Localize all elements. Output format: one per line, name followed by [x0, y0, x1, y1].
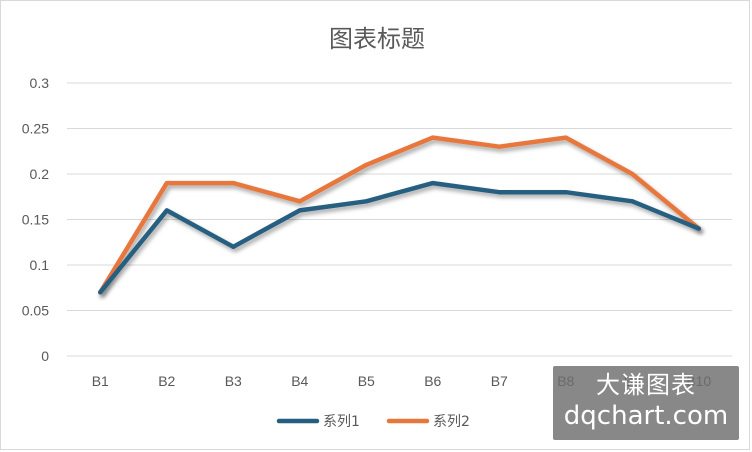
- data-point: [164, 208, 169, 213]
- y-tick-label: 0: [41, 348, 49, 364]
- x-tick-label: B5: [358, 373, 375, 389]
- data-point: [563, 135, 568, 140]
- legend-label-1: 系列1: [323, 414, 360, 430]
- data-point: [630, 199, 635, 204]
- data-point: [430, 135, 435, 140]
- data-point: [231, 244, 236, 249]
- chart-title: 图表标题: [329, 25, 425, 53]
- data-point: [364, 199, 369, 204]
- series-line-2: [98, 135, 702, 295]
- data-point: [297, 208, 302, 213]
- data-point: [696, 226, 701, 231]
- x-tick-label: B6: [424, 373, 441, 389]
- y-tick-label: 0.05: [22, 303, 49, 319]
- y-tick-label: 0.1: [30, 257, 50, 273]
- watermark-line2: dqchart.com: [563, 401, 729, 431]
- data-point: [497, 190, 502, 195]
- series-line-1: [98, 180, 702, 295]
- y-tick-label: 0.25: [22, 121, 49, 137]
- watermark: 大谦图表 dqchart.com: [553, 366, 739, 440]
- data-point: [297, 199, 302, 204]
- data-point: [430, 181, 435, 186]
- x-tick-label: B1: [92, 373, 109, 389]
- data-point: [630, 172, 635, 176]
- x-tick-label: B4: [291, 373, 308, 389]
- y-tick-label: 0.2: [30, 166, 50, 182]
- data-point: [497, 144, 502, 149]
- y-tick-label: 0.15: [22, 212, 49, 228]
- data-point: [98, 290, 103, 295]
- data-point: [231, 181, 236, 186]
- y-tick-label: 0.3: [30, 75, 50, 91]
- x-tick-label: B3: [225, 373, 242, 389]
- data-point: [563, 190, 568, 195]
- data-point: [164, 181, 169, 186]
- x-tick-label: B2: [158, 373, 175, 389]
- legend-label-2: 系列2: [433, 414, 470, 430]
- x-tick-label: B7: [491, 373, 508, 389]
- data-point: [364, 162, 369, 167]
- watermark-line1: 大谦图表: [596, 371, 696, 399]
